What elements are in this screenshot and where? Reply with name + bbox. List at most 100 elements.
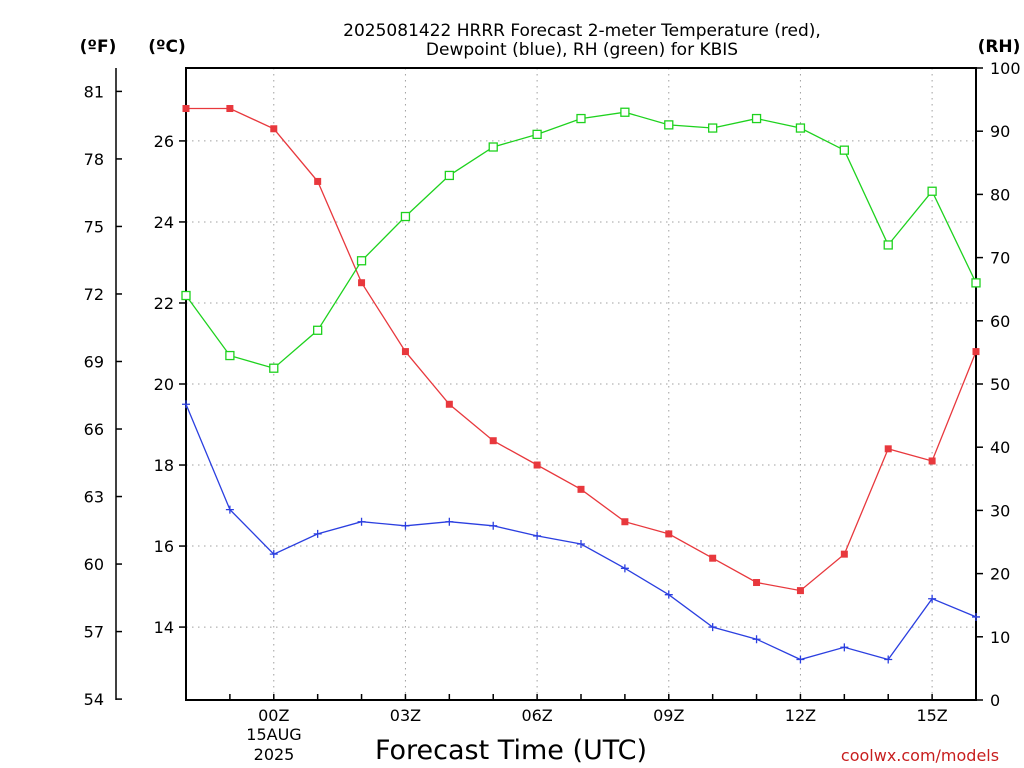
dewpoint-series bbox=[182, 400, 980, 664]
dewpoint-point bbox=[928, 594, 937, 603]
temp-point bbox=[226, 105, 234, 113]
x-tick-label: 03Z bbox=[390, 706, 421, 725]
dewpoint-point bbox=[533, 531, 542, 540]
rh-tick-label: 80 bbox=[990, 185, 1010, 204]
rh-tick-label: 70 bbox=[990, 249, 1010, 268]
x-tick-label: 09Z bbox=[653, 706, 684, 725]
dewpoint-point bbox=[708, 623, 717, 632]
celsius-tick-label: 26 bbox=[154, 132, 174, 151]
temp-point bbox=[796, 587, 804, 595]
source-credit: coolwx.com/models bbox=[841, 746, 999, 765]
rh-point bbox=[839, 145, 849, 155]
chart-title-line-1: 2025081422 HRRR Forecast 2-meter Tempera… bbox=[343, 21, 821, 41]
dewpoint-point bbox=[796, 655, 805, 664]
temp-point bbox=[314, 177, 322, 185]
rh-point bbox=[532, 129, 542, 140]
rh-tick-label: 20 bbox=[990, 565, 1010, 584]
temp-point bbox=[709, 554, 717, 562]
rh-tick-label: 0 bbox=[990, 691, 1000, 710]
temp-point bbox=[358, 279, 366, 287]
fahrenheit-unit-label: (ºF) bbox=[80, 37, 117, 57]
temp-point bbox=[621, 518, 629, 526]
fahrenheit-tick-label: 69 bbox=[84, 352, 104, 371]
dewpoint-point bbox=[445, 517, 454, 526]
fahrenheit-tick-label: 75 bbox=[84, 217, 104, 236]
temp-point bbox=[445, 400, 453, 408]
rh-tick-label: 100 bbox=[990, 59, 1021, 78]
dewpoint-point bbox=[313, 529, 322, 538]
celsius-tick-label: 14 bbox=[154, 618, 174, 637]
rh-line bbox=[185, 111, 977, 369]
dewpoint-point bbox=[884, 655, 893, 664]
dewpoint-point bbox=[577, 540, 585, 549]
rh-point bbox=[181, 290, 191, 301]
temp-point bbox=[533, 461, 541, 469]
celsius-tick-label: 20 bbox=[154, 375, 174, 394]
temp-point bbox=[884, 445, 892, 453]
dewpoint-point bbox=[357, 517, 366, 526]
temp-point bbox=[401, 348, 409, 356]
celsius-tick-label: 18 bbox=[154, 456, 174, 475]
dewpoint-point bbox=[840, 643, 849, 652]
temp-point bbox=[489, 437, 497, 445]
dewpoint-point bbox=[269, 550, 278, 559]
rh-point bbox=[971, 278, 981, 288]
dewpoint-line bbox=[185, 404, 977, 661]
fahrenheit-tick-label: 54 bbox=[84, 690, 104, 709]
rh-point bbox=[927, 186, 937, 196]
temp-point bbox=[972, 348, 980, 356]
dewpoint-point bbox=[972, 612, 980, 621]
celsius-tick-label: 24 bbox=[154, 213, 174, 232]
rh-point bbox=[488, 142, 498, 152]
chart-title-line-2: Dewpoint (blue), RH (green) for KBIS bbox=[426, 40, 738, 60]
grid-lines bbox=[186, 68, 976, 700]
fahrenheit-tick-label: 63 bbox=[84, 488, 104, 507]
celsius-tick-label: 16 bbox=[154, 537, 174, 556]
rh-tick-label: 60 bbox=[990, 312, 1010, 331]
rh-series bbox=[181, 107, 981, 373]
x-tick-label: 15Z bbox=[916, 706, 947, 725]
x-tick-label: 06Z bbox=[521, 706, 552, 725]
plot-frame bbox=[185, 67, 977, 701]
dewpoint-point bbox=[225, 505, 234, 514]
rh-unit-label: (RH) bbox=[978, 37, 1021, 57]
axes: 54 57 60 63 66 69 72 75 78 81 14 16 18 20 22 24 26 0 10 20 3… bbox=[84, 59, 1021, 725]
temp-point bbox=[928, 457, 936, 465]
rh-point bbox=[269, 363, 279, 373]
fahrenheit-tick-label: 60 bbox=[84, 555, 104, 574]
temp-point bbox=[665, 530, 673, 538]
data-series bbox=[181, 105, 981, 664]
temp-line bbox=[186, 107, 977, 592]
fahrenheit-tick-label: 66 bbox=[84, 420, 104, 439]
celsius-tick-label: 22 bbox=[154, 294, 174, 313]
dewpoint-point bbox=[489, 521, 498, 530]
rh-point bbox=[751, 113, 762, 124]
temp-point bbox=[182, 105, 190, 113]
rh-point bbox=[444, 170, 454, 181]
rh-tick-label: 90 bbox=[990, 122, 1010, 141]
fahrenheit-tick-label: 78 bbox=[84, 150, 104, 169]
dewpoint-point bbox=[182, 400, 190, 409]
rh-tick-label: 50 bbox=[990, 375, 1010, 394]
dewpoint-point bbox=[664, 590, 673, 599]
rh-point bbox=[708, 123, 718, 133]
temp-point bbox=[840, 550, 848, 558]
rh-point bbox=[664, 120, 674, 130]
fahrenheit-tick-label: 72 bbox=[84, 285, 104, 304]
date-label-day: 15AUG bbox=[246, 725, 301, 744]
rh-point bbox=[795, 123, 806, 133]
rh-tick-label: 40 bbox=[990, 438, 1010, 457]
rh-tick-label: 30 bbox=[990, 501, 1010, 520]
rh-tick-label: 10 bbox=[990, 628, 1010, 647]
fahrenheit-tick-label: 57 bbox=[84, 623, 104, 642]
temp-point bbox=[753, 579, 761, 587]
fahrenheit-tick-label: 81 bbox=[84, 82, 104, 101]
rh-point bbox=[313, 325, 323, 335]
rh-point bbox=[400, 211, 411, 222]
rh-point bbox=[356, 256, 367, 266]
rh-point bbox=[225, 350, 235, 361]
x-tick-label: 12Z bbox=[785, 706, 816, 725]
temp-series bbox=[182, 105, 980, 595]
